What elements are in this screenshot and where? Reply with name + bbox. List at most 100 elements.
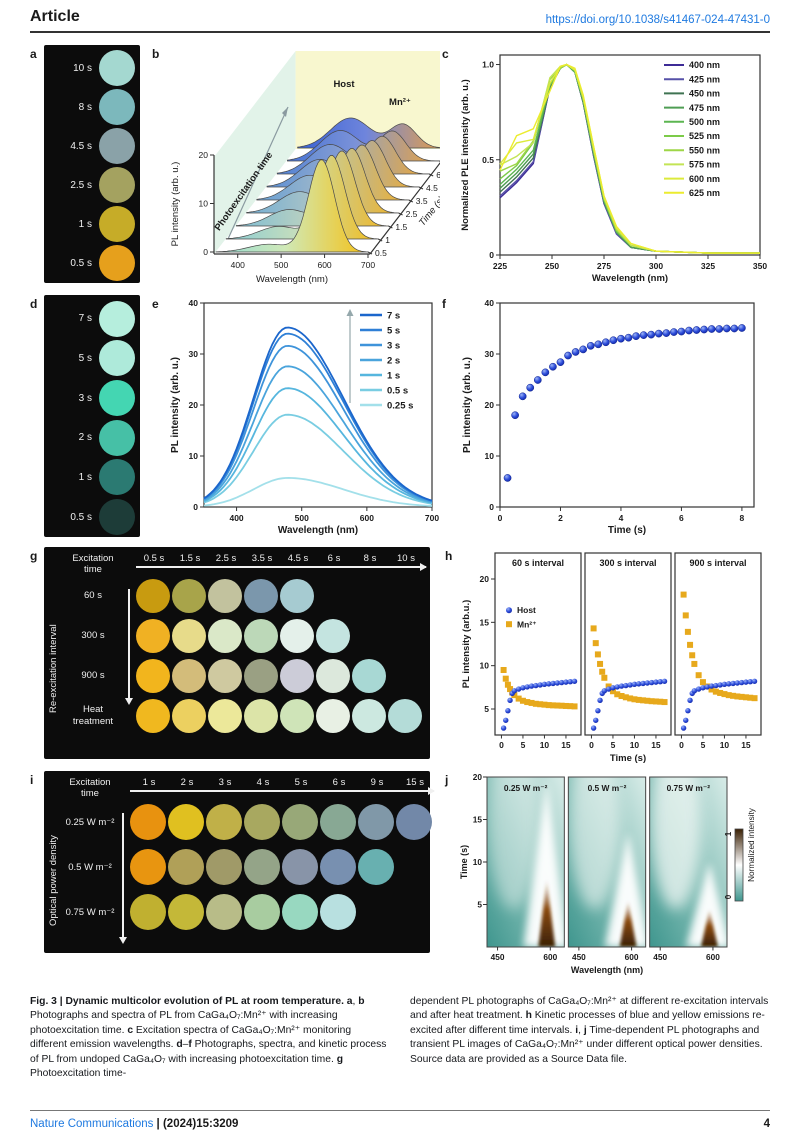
panel-a-photos: 10 s 8 s 4.5 s 2.5 s 1 s 0.5 s (44, 45, 140, 283)
panel-g-tag: g (30, 549, 38, 563)
svg-text:10: 10 (199, 199, 209, 209)
column-header: 1 s (142, 777, 156, 788)
svg-text:250: 250 (545, 261, 559, 271)
svg-text:575 nm: 575 nm (689, 160, 720, 170)
side-axis-label: Re-excitation interval (48, 624, 59, 714)
photo-row: 5 s (44, 339, 140, 379)
column-header: 6 s (332, 777, 346, 788)
column-header: 2 s (180, 777, 194, 788)
svg-text:10: 10 (540, 740, 550, 750)
svg-text:1: 1 (724, 831, 733, 836)
photo-circle (172, 658, 206, 693)
svg-text:Mn²⁺: Mn²⁺ (517, 620, 537, 630)
photo-row: 4.5 s (44, 127, 140, 166)
photo-label: 0.5 s (70, 511, 92, 523)
photo-circle (244, 618, 278, 653)
photo-circle (168, 894, 204, 931)
svg-text:4.5: 4.5 (426, 183, 438, 193)
panel-d-photos: 7 s 5 s 3 s 2 s 1 s 0.5 s (44, 295, 140, 537)
panel-e: e 400 500 600 700 0 10 20 30 40 7 s 5 s 3 s 2 s 1 s 0.… (152, 295, 442, 547)
photo-circle (282, 849, 318, 886)
photo-circle (280, 698, 314, 733)
photo-row: 0.5 s (44, 244, 140, 283)
excitation-time-arrow (136, 563, 427, 571)
svg-text:1.5: 1.5 (395, 222, 407, 232)
photo-circle (280, 658, 314, 693)
photo-circle (99, 167, 135, 204)
svg-text:Wavelength (nm): Wavelength (nm) (256, 274, 328, 285)
svg-text:5 s: 5 s (387, 325, 400, 336)
photo-row: 7 s (44, 299, 140, 339)
column-header: 1.5 s (179, 553, 201, 564)
svg-text:Wavelength (nm): Wavelength (nm) (571, 965, 643, 975)
photo-circle (206, 849, 242, 886)
photo-circle (244, 804, 280, 841)
doi-link[interactable]: https://doi.org/10.1038/s41467-024-47431… (545, 14, 770, 26)
svg-text:600: 600 (625, 952, 639, 962)
svg-text:15: 15 (473, 815, 483, 825)
photo-circle (99, 245, 135, 282)
photo-row: 3 s (44, 378, 140, 418)
svg-text:2: 2 (558, 513, 563, 523)
svg-text:Host: Host (517, 605, 536, 615)
svg-text:475 nm: 475 nm (689, 103, 720, 113)
svg-text:10: 10 (485, 451, 495, 461)
photo-label: 3 s (78, 392, 92, 404)
photo-circle (358, 849, 394, 886)
photo-circle (358, 804, 394, 841)
svg-text:60 s interval: 60 s interval (512, 558, 564, 568)
svg-text:Normalized PLE intensity (arb.: Normalized PLE intensity (arb. u.) (460, 79, 471, 231)
svg-text:450: 450 (491, 952, 505, 962)
panel-g: g Excitation time 0.5 s 1.5 s 2.5 s 3.5 s 4.5 … (30, 547, 445, 771)
photo-label: 2 s (78, 432, 92, 444)
column-header: 10 s (397, 553, 415, 564)
photo-row: 10 s (44, 49, 140, 88)
svg-text:0: 0 (489, 502, 494, 512)
photo-circle (99, 50, 135, 87)
photo-circle (99, 499, 135, 536)
svg-text:425 nm: 425 nm (689, 74, 720, 84)
grid-row: 300 s (64, 616, 426, 656)
column-header: 8 s (363, 553, 377, 564)
photo-label: 8 s (78, 101, 92, 113)
svg-text:3.5: 3.5 (416, 196, 428, 206)
photo-circle (172, 618, 206, 653)
grid-row: 900 s (64, 656, 426, 696)
figure-caption: Fig. 3 | Dynamic multicolor evolution of… (30, 995, 770, 1081)
svg-text:2.5: 2.5 (406, 209, 418, 219)
svg-text:0: 0 (499, 740, 504, 750)
svg-text:5: 5 (521, 740, 526, 750)
panel-e-chart: 400 500 600 700 0 10 20 30 40 7 s 5 s 3 s 2 s 1 s 0.5 … (170, 298, 439, 536)
svg-text:325: 325 (701, 261, 715, 271)
panel-e-tag: e (152, 297, 159, 311)
photo-circle (168, 849, 204, 886)
svg-text:40: 40 (485, 298, 495, 308)
svg-text:450: 450 (653, 952, 667, 962)
photo-circle (130, 804, 166, 841)
svg-text:400: 400 (229, 513, 243, 523)
photo-circle (130, 849, 166, 886)
svg-text:30: 30 (189, 349, 199, 359)
svg-text:0: 0 (498, 513, 503, 523)
panel-h-tag: h (445, 549, 453, 563)
photo-label: 2.5 s (70, 179, 92, 191)
photo-row: 1 s (44, 458, 140, 498)
svg-text:1: 1 (385, 235, 390, 245)
photo-circle (244, 849, 280, 886)
footer-citation: Nature Communications | (2024)15:3209 (30, 1118, 238, 1130)
photo-circle (316, 618, 350, 653)
panel-c: c 225 250 275 300 325 350 0 0.5 1.0 400 nm 425 nm 4… (442, 45, 770, 295)
svg-text:15: 15 (741, 740, 751, 750)
panel-b-chart: Photoexcitation time10864.53.52.51.510.5… (170, 51, 440, 285)
photo-label: 10 s (73, 62, 92, 74)
panel-g-grid: Excitation time 0.5 s 1.5 s 2.5 s 3.5 s 4.5 s 6… (44, 547, 430, 759)
excitation-time-label: Excitation time (69, 777, 111, 800)
photo-circle (352, 658, 386, 693)
photo-circle (244, 658, 278, 693)
row-label: 0.25 W m⁻² (65, 816, 115, 828)
svg-text:0: 0 (589, 740, 594, 750)
photo-circle (280, 578, 314, 613)
svg-text:225: 225 (493, 261, 507, 271)
panel-d-tag: d (30, 297, 38, 311)
